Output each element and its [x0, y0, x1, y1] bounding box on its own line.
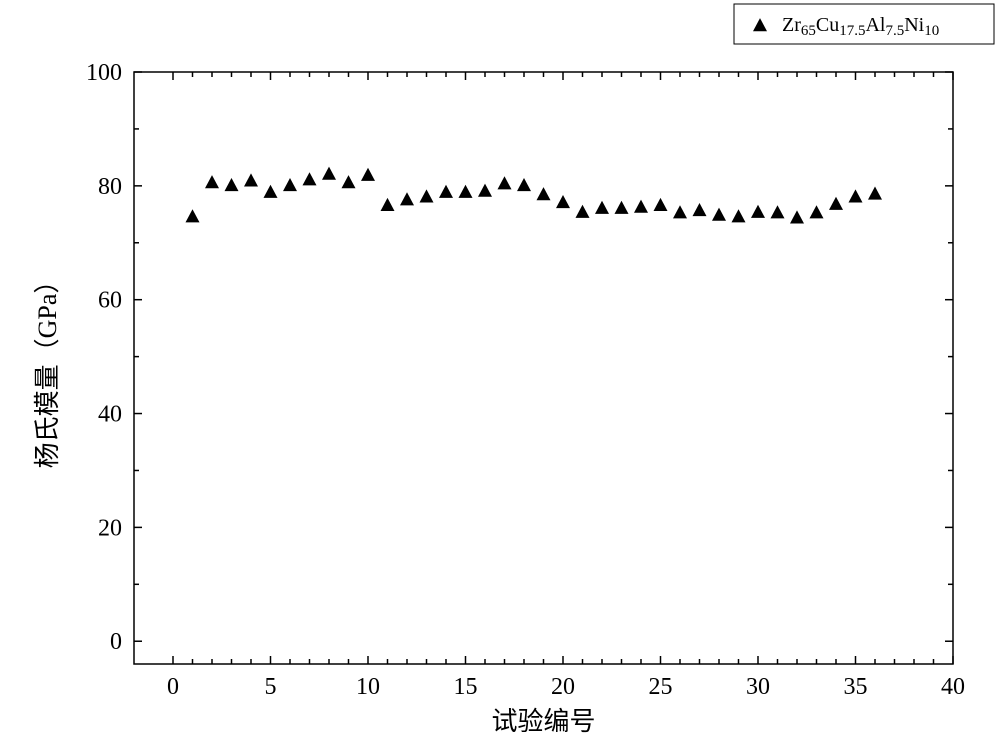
chart-svg: 0 5 10 15 20 25 30 35 40 0 20 40 60 80 100 试验编号 杨氏模量（GPa… [0, 0, 1000, 751]
data-series [186, 167, 883, 224]
svg-text:5: 5 [265, 674, 277, 700]
svg-text:25: 25 [649, 674, 673, 700]
svg-text:20: 20 [98, 515, 122, 541]
svg-text:60: 60 [98, 288, 122, 314]
svg-text:20: 20 [551, 674, 575, 700]
svg-text:0: 0 [110, 629, 122, 655]
svg-text:100: 100 [86, 60, 122, 86]
svg-text:0: 0 [167, 674, 179, 700]
svg-text:30: 30 [746, 674, 770, 700]
svg-text:80: 80 [98, 174, 122, 200]
svg-text:40: 40 [941, 674, 965, 700]
chart-container: 0 5 10 15 20 25 30 35 40 0 20 40 60 80 100 试验编号 杨氏模量（GPa… [0, 0, 1000, 751]
x-axis-label: 试验编号 [491, 707, 595, 736]
svg-text:10: 10 [356, 674, 380, 700]
svg-text:15: 15 [454, 674, 478, 700]
svg-text:35: 35 [844, 674, 868, 700]
svg-text:40: 40 [98, 402, 122, 428]
y-axis-label: 杨氏模量（GPa） [33, 268, 62, 469]
legend-label: Zr65Cu17.5Al7.5Ni10 [782, 14, 939, 39]
